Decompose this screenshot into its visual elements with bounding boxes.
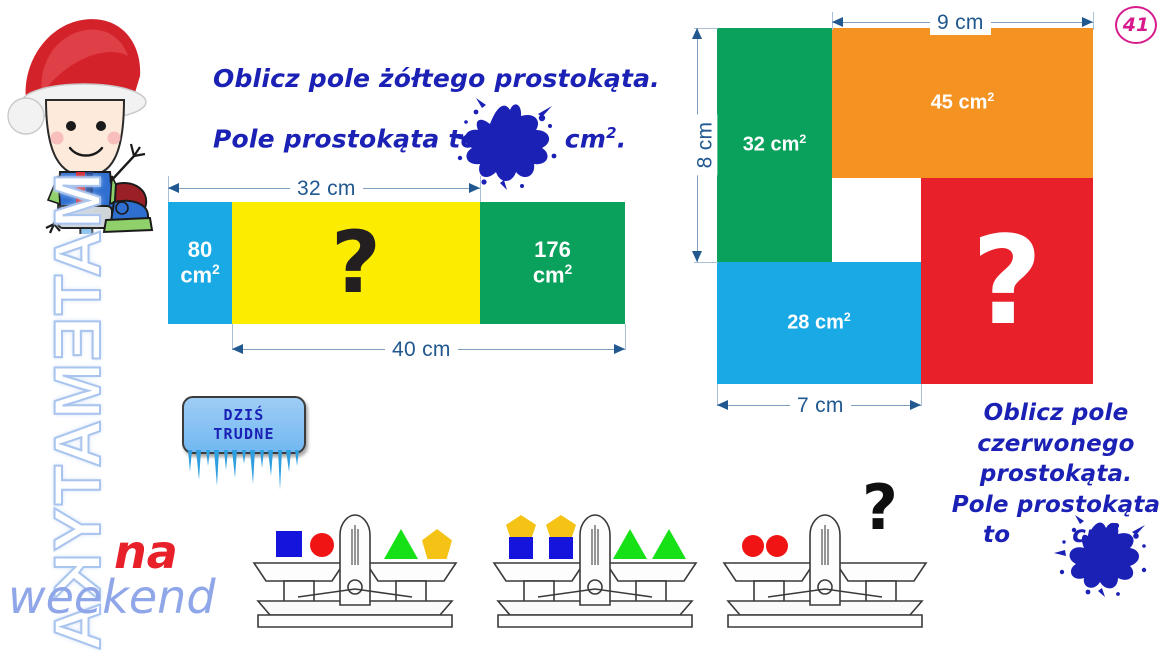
ext-line-right-c	[694, 28, 718, 29]
task-right-line-4: Pole prostokąta	[951, 491, 1161, 518]
figure-right-blue-unit: cm	[815, 312, 844, 335]
worksheet-canvas: 41 MATEMATYKA na	[7, 6, 1167, 653]
dim-arrow-left-top-start	[168, 183, 179, 193]
balance-3-unknown-question: ?	[862, 471, 898, 544]
task-right-line-5-before: to	[983, 522, 1011, 549]
sign-line-2: TRUDNE	[213, 425, 275, 443]
figure-left-blue-value: 80	[187, 236, 213, 262]
figure-left-rectangle: 80 cm2 ? 176 cm2	[168, 202, 625, 324]
brand-weekend: weekend	[8, 570, 216, 624]
task-right-line-3: prostokąta.	[979, 461, 1133, 488]
blue-square-icon	[276, 531, 302, 557]
icicles-icon	[188, 450, 299, 490]
dim-arrow-left-bottom-end	[614, 344, 625, 354]
red-circle-icon	[742, 535, 764, 557]
figure-left-cell-green: 176 cm2	[480, 202, 625, 324]
dzis-trudne-sign: DZIŚ TRUDNE	[182, 396, 306, 454]
dim-arrow-right-left-bottom	[692, 251, 702, 262]
task-left-line-2-sup: 2	[606, 124, 617, 142]
red-circle-icon	[310, 533, 334, 557]
ext-line-right-f	[921, 384, 922, 406]
task-right-line-5-sup: 2	[1110, 521, 1121, 538]
ext-line-right-e	[717, 384, 718, 406]
ext-line-left-b	[480, 176, 481, 202]
balance-scale-2	[480, 509, 710, 629]
task-right-line-1: Oblicz pole	[983, 400, 1129, 426]
dim-arrow-right-top-end	[1082, 17, 1093, 27]
dim-arrow-left-top-end	[469, 183, 480, 193]
task-left-line-2-after: cm	[564, 124, 607, 154]
figure-right-red-question: ?	[971, 210, 1043, 352]
ext-line-left-d	[625, 324, 626, 350]
ext-line-right-d	[694, 262, 718, 263]
figure-right-green-sup: 2	[799, 132, 807, 147]
blue-square-icon	[509, 537, 533, 559]
figure-left-cell-blue: 80 cm2	[168, 202, 232, 324]
task-left-line-1: Oblicz pole żółtego prostokąta.	[213, 64, 660, 93]
dim-label-right-bottom: 7 cm	[790, 394, 851, 418]
brand-na: na	[114, 525, 178, 579]
dim-arrow-right-top-start	[832, 17, 843, 27]
mascot-boy-icon	[7, 19, 154, 234]
sign-line-1: DZIŚ	[223, 406, 265, 425]
balance-scale-1	[240, 509, 470, 629]
ext-line-right-b	[1093, 12, 1094, 30]
figure-right-cell-blue: 28 cm2	[717, 262, 921, 384]
blue-square-icon	[549, 537, 573, 559]
task-right-line-5-after: cm	[1072, 522, 1111, 549]
figure-right-blue-value: 28	[787, 312, 810, 335]
balance-frame-icon	[492, 514, 698, 628]
figure-right-orange-value: 45	[930, 92, 953, 115]
dim-label-right-left: 8 cm	[693, 114, 718, 176]
figure-left-green-value: 176	[534, 236, 571, 262]
dim-arrow-left-bottom-start	[232, 344, 243, 354]
green-triangle-icon	[652, 529, 686, 559]
figure-right-cell-orange: 45 cm2	[832, 28, 1093, 178]
balance-frame-icon	[722, 514, 928, 628]
green-triangle-icon	[384, 529, 418, 559]
dim-label-right-top: 9 cm	[930, 11, 991, 35]
task-right-line-2: czerwonego	[977, 430, 1135, 457]
figure-left-blue-unit: cm	[180, 262, 213, 288]
figure-right-cell-red: ?	[921, 178, 1093, 384]
figure-left-blue-sup: 2	[212, 262, 220, 278]
ext-line-left-c	[232, 324, 233, 350]
figure-left-yellow-question: ?	[331, 213, 381, 313]
figure-left-green-unit: cm	[532, 262, 565, 288]
task-left-line-2-end: .	[616, 124, 627, 154]
task-right-block: Oblicz pole czerwonego prostokąta. Pole …	[945, 398, 1167, 551]
balance-frame-icon	[252, 514, 458, 628]
brand-vertical-title: MATEMATYKA	[39, 172, 115, 653]
dim-label-left-bottom: 40 cm	[385, 338, 458, 362]
dim-arrow-right-bottom-start	[717, 400, 728, 410]
figure-left-green-sup: 2	[564, 262, 573, 278]
figure-right-orange-unit: cm	[958, 92, 988, 115]
task-right-line-5: to cm2.	[945, 520, 1167, 551]
task-left-line-2-before: Pole prostokąta to	[213, 124, 478, 154]
figure-right-blue-sup: 2	[843, 310, 851, 325]
figure-left-cell-yellow: ?	[232, 202, 480, 324]
dim-arrow-right-bottom-end	[910, 400, 921, 410]
dim-arrow-right-left-top	[692, 28, 702, 39]
dim-label-left-top: 32 cm	[290, 177, 363, 201]
green-triangle-icon	[613, 529, 647, 559]
figure-right-orange-sup: 2	[987, 90, 995, 105]
figure-right-cell-green: 32 cm2	[717, 28, 832, 262]
figure-right-green-unit: cm	[770, 134, 800, 157]
figure-right-green-value: 32	[742, 134, 765, 157]
task-left-line-2: Pole prostokąta to cm2.	[213, 124, 626, 153]
red-circle-icon	[766, 535, 788, 557]
task-right-line-5-end: .	[1120, 522, 1129, 549]
balance-scale-3: ?	[710, 477, 940, 629]
page-number-badge: 41	[1115, 6, 1157, 44]
